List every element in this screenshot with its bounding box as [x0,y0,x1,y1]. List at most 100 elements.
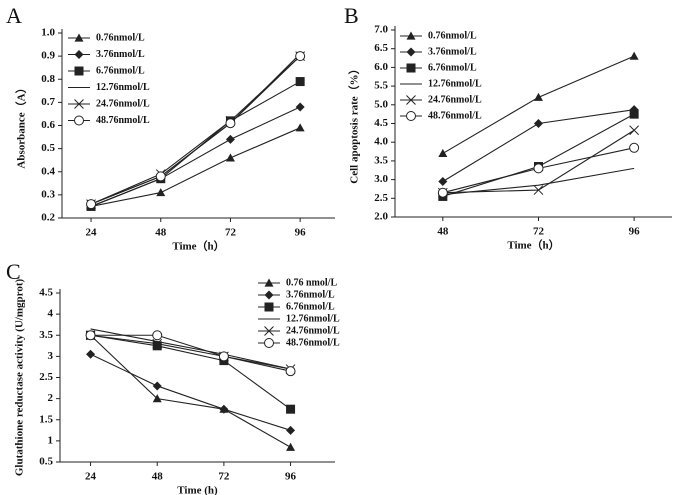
marker [152,394,162,403]
series-line [90,334,291,448]
marker [295,123,305,132]
series-line [90,53,301,205]
y-tick-label: 2.5 [39,371,53,383]
marker [152,330,163,341]
marker [152,341,162,351]
legend-label: 48.76nmol/L [96,115,150,126]
legend-label: 3.76nmol/L [286,289,335,300]
x-axis-title: Time (h) [177,485,218,495]
legend-marker [264,338,274,348]
legend-label: 0.76nmol/L [96,32,145,43]
y-tick-label: 7.0 [374,24,388,36]
legend-marker [74,33,84,42]
y-tick-label: 0.6 [41,119,55,131]
marker [225,118,236,129]
chart-panel: B 2.0 2.5 3.0 3.5 4.0 4.5 5.0 5.5 6.0 6.5 7.0 48 72 96… [344,3,672,252]
y-tick-label: 4.0 [374,136,388,148]
x-tick-label: 96 [285,471,297,483]
x-tick-label: 24 [86,227,98,239]
series-line [90,334,291,372]
series-line [90,55,301,205]
y-tick-label: 3 [48,350,54,362]
marker [285,366,296,377]
x-tick-label: 48 [152,471,164,483]
legend-label: 3.76nmol/L [428,46,477,57]
marker [295,102,305,112]
series-line [90,334,291,410]
y-tick-label: 3.5 [39,329,53,341]
y-tick-label: 4 [48,308,54,320]
legend-label: 12.76nmol/L [96,82,150,93]
marker [155,171,166,182]
y-tick-label: 0.3 [41,188,55,200]
y-tick-label: 3.0 [374,173,388,185]
legend-marker [406,111,416,121]
marker [533,119,543,128]
marker [225,153,235,162]
panel-label: C [6,259,21,284]
y-axis-title: Cell apoptosis rate（%） [348,63,361,183]
legend-marker [74,115,84,126]
legend-label: 0.76 nmol/L [286,277,337,288]
legend-marker [74,66,84,76]
legend-label: 6.76nmol/L [96,65,145,76]
legend-label: 48.76nmol/L [286,337,340,348]
series-line [90,55,301,205]
y-tick-label: 3.5 [374,154,388,166]
chart-panel: C 0.5 1 1.5 2 2.5 3 3.5 4 4.5 24 48 72 96 Time (h) Glut… [6,259,340,495]
y-tick-label: 1.5 [39,413,53,425]
y-tick-label: 0.8 [41,73,55,85]
legend-marker [406,47,416,57]
x-tick-label: 48 [155,227,167,239]
y-tick-label: 0.4 [41,165,55,177]
marker [286,425,296,435]
legend-label: 6.76nmol/L [428,62,477,73]
legend-marker [264,326,274,336]
legend-marker [406,95,416,105]
y-tick-label: 5.0 [374,98,388,110]
y-tick-label: 6.5 [374,42,388,54]
y-tick-label: 1.0 [41,27,55,39]
marker [438,148,448,158]
marker [438,176,448,186]
marker [533,185,544,195]
series-line [90,334,291,370]
marker [152,381,162,391]
marker [219,404,229,414]
y-tick-label: 4.5 [39,287,53,299]
legend-marker [74,99,84,109]
marker [533,163,544,174]
chart-panel: A 0.2 0.3 0.4 0.5 0.6 0.7 0.8 0.9 1.0 24 48 72 96 Time… [6,3,335,253]
legend-label: 24.76nmol/L [96,98,150,109]
x-tick-label: 72 [533,226,545,238]
marker [437,187,448,198]
marker [86,199,97,210]
series-line [90,127,301,207]
panel-label: A [6,3,22,28]
y-tick-label: 0.7 [41,96,55,108]
legend-label: 12.76nmol/L [428,78,482,89]
y-tick-label: 5.5 [374,80,388,92]
marker [629,109,639,119]
legend-label: 24.76nmol/L [428,94,482,105]
x-tick-label: 24 [85,471,97,483]
x-tick-label: 72 [218,471,230,483]
legend-marker [264,290,274,300]
marker [629,125,639,136]
x-tick-label: 48 [437,226,449,238]
marker [86,349,96,359]
marker [629,51,639,60]
y-tick-label: 6.0 [374,61,388,73]
marker [156,188,166,197]
y-tick-label: 0.2 [41,212,55,224]
y-tick-label: 1 [48,434,54,446]
marker [225,134,235,144]
legend-label: 6.76nmol/L [286,301,335,312]
y-tick-label: 0.5 [39,456,53,468]
legend-marker [406,63,416,73]
legend-label: 48.76nmol/L [428,110,482,121]
x-axis-title: Time（h） [507,239,559,252]
marker [85,330,96,341]
legend-marker [264,302,274,312]
